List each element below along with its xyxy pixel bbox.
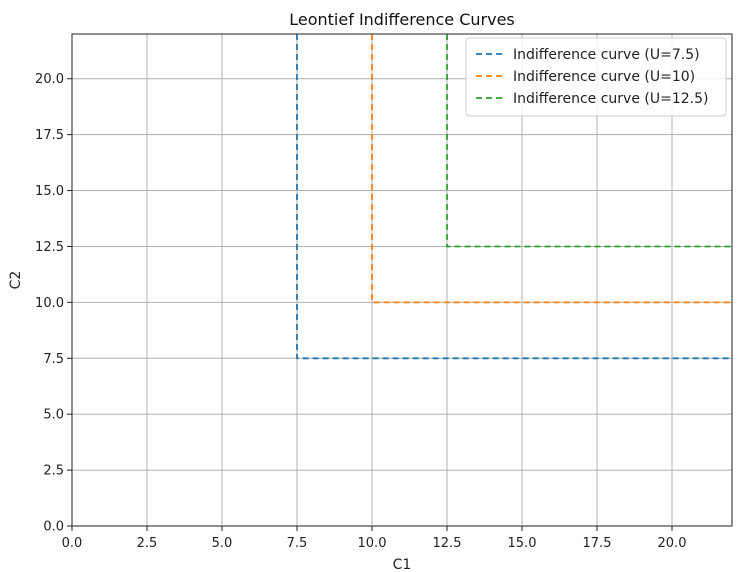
x-tick-label: 0.0: [62, 536, 83, 551]
y-axis-label: C2: [8, 271, 24, 290]
series-layer: [296, 34, 732, 360]
plot-area-frame: [71, 33, 733, 527]
y-tick-label: 7.5: [43, 352, 64, 367]
y-axis-ticks: 0.0 2.5 5.0 7.5 10.0 12.5 15.0 17.5 20.0: [35, 72, 72, 535]
y-tick-label: 0.0: [43, 520, 64, 535]
x-tick-label: 7.5: [287, 536, 308, 551]
legend: Indifference curve (U=7.5) Indifference c…: [465, 37, 727, 117]
y-tick-label: 12.5: [35, 240, 64, 255]
x-tick-label: 2.5: [137, 536, 158, 551]
x-axis-ticks: 0.0 2.5 5.0 7.5 10.0 12.5 15.0 17.5 20.0: [62, 526, 687, 551]
x-tick-label: 10.0: [358, 536, 387, 551]
series-line-3: [446, 34, 732, 248]
chart-title: Leontief Indifference Curves: [289, 10, 515, 29]
y-tick-label: 5.0: [43, 408, 64, 423]
y-tick-label: 10.0: [35, 296, 64, 311]
x-tick-label: 15.0: [508, 536, 537, 551]
y-tick-label: 2.5: [43, 464, 64, 479]
x-axis-label: C1: [393, 557, 412, 572]
y-tick-label: 15.0: [35, 184, 64, 199]
legend-label: Indifference curve (U=7.5): [513, 47, 700, 63]
y-tick-label: 20.0: [35, 72, 64, 87]
x-tick-label: 5.0: [212, 536, 233, 551]
legend-label: Indifference curve (U=10): [513, 69, 695, 85]
x-tick-label: 17.5: [583, 536, 612, 551]
legend-box: [465, 37, 727, 117]
x-tick-label: 12.5: [433, 536, 462, 551]
y-tick-label: 17.5: [35, 128, 64, 143]
x-tick-label: 20.0: [658, 536, 687, 551]
series-line-1: [296, 34, 732, 360]
legend-label: Indifference curve (U=12.5): [513, 91, 708, 107]
